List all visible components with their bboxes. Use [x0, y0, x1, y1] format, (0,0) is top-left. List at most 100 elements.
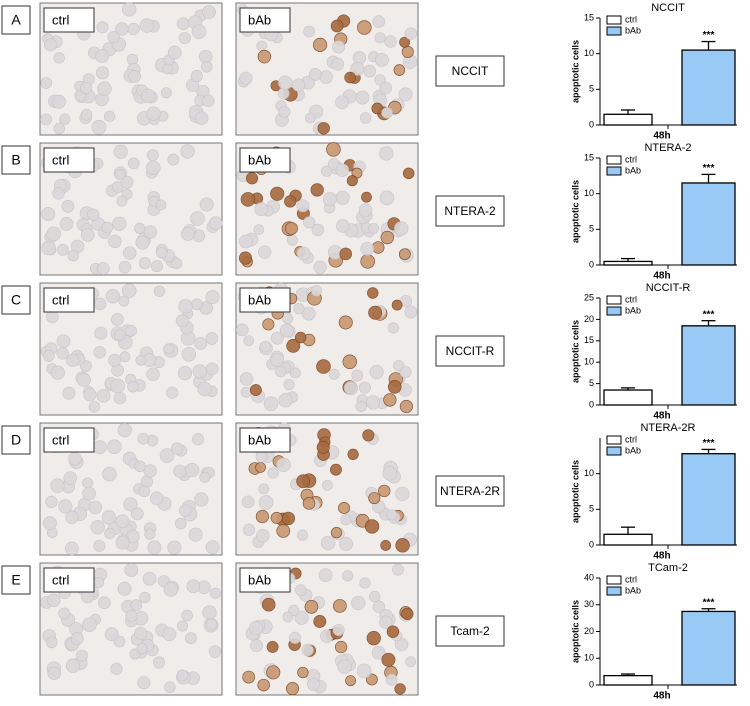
- cell: [334, 640, 348, 654]
- cell: [379, 146, 394, 161]
- cell: [263, 396, 279, 411]
- cell: [97, 81, 112, 96]
- cell: [276, 524, 291, 538]
- cell: [267, 467, 279, 479]
- cell: [118, 295, 130, 307]
- cell: [245, 172, 259, 185]
- cell: [185, 462, 200, 478]
- cell: [381, 107, 393, 119]
- y-tick-label: 5: [589, 504, 594, 514]
- cell: [161, 63, 173, 75]
- cell: [343, 381, 358, 396]
- y-tick-label: 40: [584, 572, 594, 582]
- label-box: [239, 147, 291, 173]
- cell: [116, 195, 128, 207]
- cell: [306, 677, 320, 691]
- cell-line-box: [435, 195, 505, 227]
- cell: [332, 599, 347, 613]
- cell: [43, 516, 57, 531]
- cell: [293, 303, 305, 315]
- y-tick-label: 10: [584, 653, 594, 663]
- cell-line-box: [435, 615, 505, 647]
- bar: [681, 453, 736, 546]
- y-tick-label: 10: [584, 468, 594, 478]
- cell: [178, 31, 191, 45]
- cell: [166, 386, 179, 399]
- cell: [159, 448, 175, 463]
- cell: [302, 497, 316, 510]
- cell: [63, 471, 78, 485]
- cell: [190, 70, 203, 83]
- cell: [146, 106, 161, 121]
- legend-label: bAb: [625, 585, 641, 595]
- y-axis-label: apoptotic cells: [570, 320, 580, 383]
- cell: [198, 49, 213, 64]
- cell: [87, 208, 100, 221]
- image-label: ctrl: [52, 12, 69, 27]
- cell: [124, 324, 137, 337]
- significance: ***: [703, 438, 715, 449]
- cell: [320, 535, 336, 551]
- cell: [386, 625, 400, 638]
- cell-line: NTERA-2: [444, 204, 496, 218]
- label-box: [239, 427, 291, 453]
- cell: [297, 529, 309, 541]
- cell: [368, 222, 380, 234]
- cell: [104, 527, 116, 540]
- y-tick-label: 10: [584, 188, 594, 198]
- cell: [110, 378, 126, 394]
- image-label: ctrl: [52, 432, 69, 447]
- x-tick-label: 48h: [653, 691, 670, 702]
- cell: [139, 18, 154, 33]
- cell: [345, 675, 357, 687]
- cell: [305, 112, 316, 124]
- cell: [40, 113, 52, 126]
- cell: [361, 191, 372, 203]
- cell: [102, 466, 117, 482]
- cell: [356, 663, 372, 679]
- cell: [402, 167, 415, 180]
- bar: [681, 610, 736, 686]
- cell: [321, 165, 333, 177]
- cell: [241, 495, 255, 509]
- cell: [141, 88, 156, 104]
- cell: [113, 391, 127, 405]
- cell: [294, 331, 307, 344]
- cell: [167, 45, 182, 60]
- image-label: ctrl: [52, 152, 69, 167]
- cell: [294, 610, 309, 625]
- panel-letter: A: [11, 12, 21, 28]
- cell: [202, 5, 216, 19]
- cell: [178, 299, 193, 314]
- cell: [374, 32, 386, 44]
- panel-letter: C: [11, 292, 21, 308]
- cell: [173, 464, 187, 478]
- cell: [243, 335, 255, 347]
- cell: [80, 228, 95, 242]
- y-tick-label: 20: [584, 314, 594, 324]
- cell: [242, 670, 256, 684]
- image-label: bAb: [248, 152, 271, 167]
- cell: [138, 485, 151, 498]
- cell: [303, 216, 316, 229]
- cell: [282, 312, 294, 325]
- cell: [339, 247, 352, 261]
- image-label: ctrl: [52, 292, 69, 307]
- label-box: [43, 567, 95, 593]
- label-box: [43, 147, 95, 173]
- cell: [335, 190, 350, 205]
- cell: [40, 77, 53, 89]
- cell: [123, 497, 138, 512]
- cell: [262, 318, 275, 331]
- cell: [41, 240, 56, 256]
- cell: [135, 354, 147, 366]
- cell: [266, 665, 281, 680]
- image-label: bAb: [248, 292, 271, 307]
- cell: [120, 175, 134, 189]
- cell: [256, 40, 268, 52]
- cell: [364, 519, 380, 534]
- cell: [346, 175, 358, 187]
- cell: [153, 285, 166, 297]
- cell: [111, 313, 124, 326]
- cell: [113, 144, 128, 159]
